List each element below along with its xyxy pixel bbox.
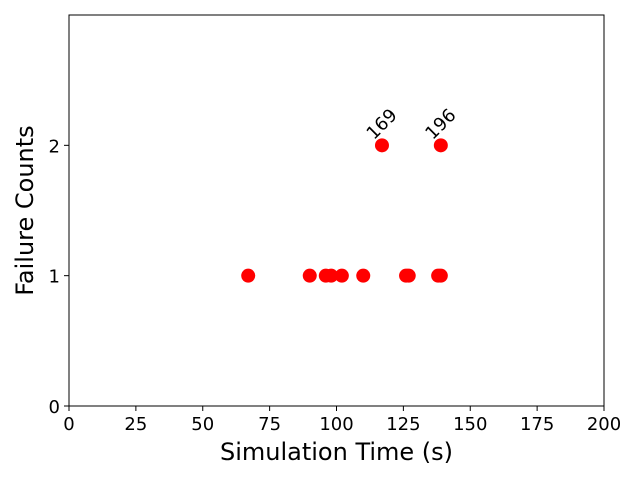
x-tick-label: 0: [63, 414, 74, 435]
data-marks: 169 196: [241, 105, 461, 283]
x-tick-label: 150: [453, 414, 487, 435]
x-tick-label: 125: [386, 414, 420, 435]
data-point: [401, 268, 416, 283]
y-axis-label: Failure Counts: [11, 125, 39, 295]
y-tick-label: 2: [49, 136, 60, 157]
data-point: [334, 268, 349, 283]
data-point: [302, 268, 317, 283]
x-tick-label: 100: [319, 414, 353, 435]
x-tick-label: 175: [520, 414, 554, 435]
x-tick-label: 200: [587, 414, 621, 435]
y-tick-label: 0: [49, 397, 60, 418]
x-tick-label: 25: [124, 414, 147, 435]
axis-ticks: 0 25 50 75 100 125 150 175 200 0 1 2: [49, 136, 622, 435]
plot-area-frame: [68, 14, 605, 407]
data-point: [374, 138, 389, 153]
y-tick-label: 1: [49, 267, 60, 288]
x-tick-label: 75: [258, 414, 281, 435]
x-tick-label: 50: [191, 414, 214, 435]
data-point: [324, 268, 339, 283]
data-point: [356, 268, 371, 283]
x-axis-label: Simulation Time (s): [220, 438, 453, 466]
data-point: [433, 268, 448, 283]
data-point: [241, 268, 256, 283]
data-point: [433, 138, 448, 153]
